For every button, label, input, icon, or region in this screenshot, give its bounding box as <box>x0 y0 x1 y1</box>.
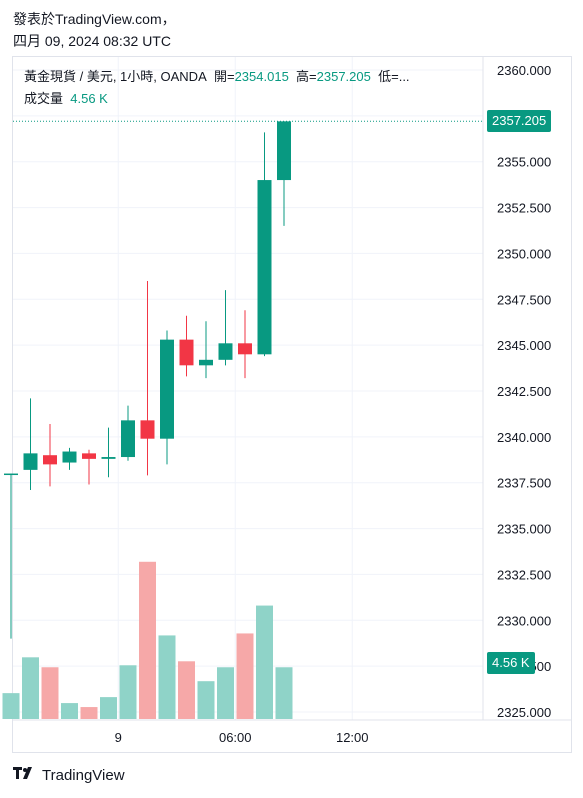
price-tick-label: 2345.000 <box>497 338 551 353</box>
candle-body <box>101 457 116 459</box>
candle-body <box>23 453 38 470</box>
price-tick-label: 2332.500 <box>497 567 551 582</box>
tradingview-logo-icon <box>13 766 37 784</box>
price-tick-label: 2340.000 <box>497 430 551 445</box>
open-label: 開= <box>213 69 235 84</box>
price-tick-label: 2325.000 <box>497 705 551 720</box>
time-tick-label: 9 <box>115 730 122 745</box>
price-tick-label: 2337.500 <box>497 476 551 491</box>
candle-body <box>43 455 57 465</box>
candle-body <box>277 121 291 181</box>
candle-body <box>82 453 96 459</box>
volume-bar <box>158 635 176 719</box>
published-on-text: 發表於TradingView.com， <box>13 11 176 27</box>
symbol-label: 黃金現貨 / 美元, 1小時, OANDA <box>24 69 207 84</box>
volume-bar <box>41 667 59 719</box>
candle-body <box>257 180 272 355</box>
price-tick-label: 2347.500 <box>497 292 551 307</box>
volume-bar <box>119 665 137 719</box>
time-tick-label: 12:00 <box>336 730 369 745</box>
volume-bars <box>2 561 293 719</box>
time-axis-ticks: 9 06:00 12:00 <box>115 730 369 745</box>
volume-legend: 成交量 4.56 K <box>24 88 108 107</box>
volume-badge: 4.56 K <box>487 652 535 674</box>
volume-bar <box>178 661 195 719</box>
tradingview-logo-text: TradingView <box>42 766 125 784</box>
candle-body <box>62 451 77 463</box>
candle-body <box>121 420 135 458</box>
open-value: 2354.015 <box>234 69 289 84</box>
candle-body <box>218 343 233 360</box>
low-label: 低=... <box>378 69 410 84</box>
volume-bar <box>217 667 234 719</box>
candle-body <box>179 339 194 366</box>
candle-body <box>160 339 174 439</box>
time-tick-label: 06:00 <box>219 730 252 745</box>
price-tick-label: 2360.000 <box>497 63 551 78</box>
volume-bar <box>61 703 78 719</box>
publish-datetime: 四月 09, 2024 08:32 UTC <box>13 33 171 49</box>
volume-bar <box>236 633 254 719</box>
price-tick-label: 2352.500 <box>497 201 551 216</box>
price-tick-label: 2335.000 <box>497 522 551 537</box>
price-tick-label: 2350.000 <box>497 246 551 261</box>
price-axis-ticks: 2360.0002357.5002355.0002352.5002350.000… <box>497 63 551 720</box>
volume-bar <box>275 667 293 719</box>
volume-value: 4.56 K <box>70 91 108 106</box>
last-price-badge: 2357.205 <box>487 110 552 133</box>
symbol-legend: 黃金現貨 / 美元, 1小時, OANDA 開=2354.015 高=2357.… <box>24 66 410 85</box>
chart-frame[interactable] <box>12 56 572 753</box>
price-tick-label: 2342.500 <box>497 384 551 399</box>
grid-lines <box>13 57 483 720</box>
volume-bar <box>80 707 98 719</box>
price-candles <box>4 121 291 639</box>
volume-label: 成交量 <box>24 91 64 106</box>
candle-body <box>4 473 18 476</box>
price-tick-label: 2330.000 <box>497 613 551 628</box>
volume-bar <box>22 657 39 719</box>
candle-body <box>238 343 252 355</box>
candle-body <box>199 359 213 366</box>
tradingview-logo[interactable]: TradingView <box>13 766 125 784</box>
high-value: 2357.205 <box>316 69 371 84</box>
volume-bar <box>139 561 156 719</box>
volume-bar <box>2 693 20 719</box>
volume-bar <box>256 605 273 719</box>
volume-bar <box>100 697 117 719</box>
candle-body <box>140 420 155 439</box>
high-label: 高= <box>296 69 317 84</box>
price-tick-label: 2355.000 <box>497 155 551 170</box>
volume-bar <box>197 681 215 719</box>
